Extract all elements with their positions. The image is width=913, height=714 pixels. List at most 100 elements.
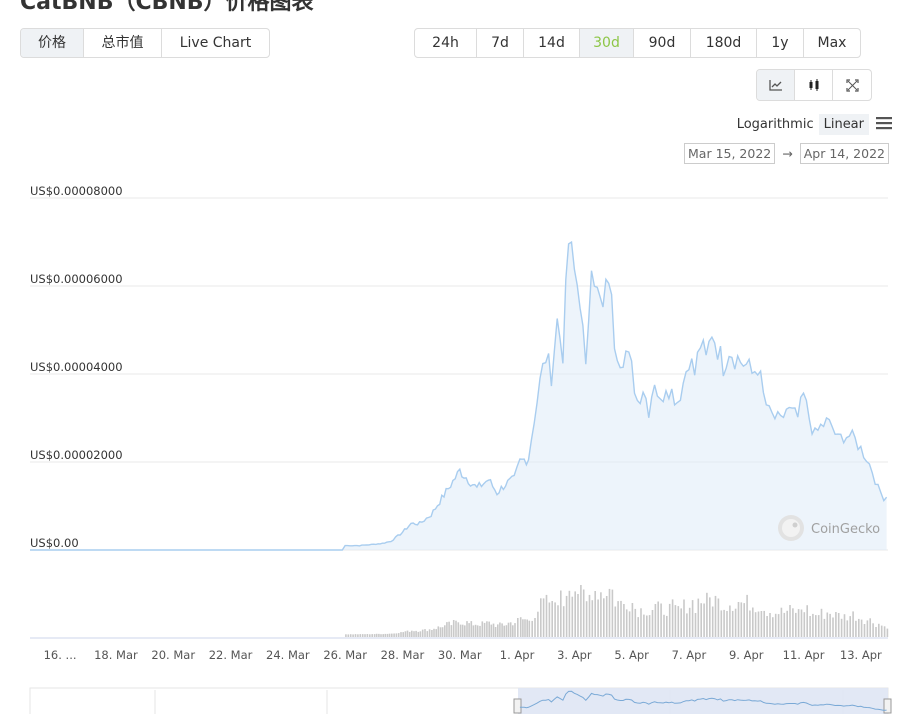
volume-bar [411, 630, 413, 637]
scale-linear[interactable]: Linear [818, 114, 869, 135]
volume-bar [623, 604, 625, 637]
volume-bar [774, 613, 777, 637]
candlestick-icon[interactable] [795, 70, 833, 100]
volume-bar [875, 627, 877, 637]
volume-bar [514, 623, 516, 637]
volume-bar [497, 624, 499, 637]
volume-bar [503, 625, 505, 637]
range-180d[interactable]: 180d [691, 29, 757, 57]
volume-bar [531, 620, 533, 637]
volume-bar [490, 624, 493, 637]
volume-bar [617, 601, 619, 637]
volume-bar [406, 630, 409, 637]
volume-bar [415, 630, 417, 637]
navigator[interactable] [29, 687, 892, 714]
volume-bar [757, 611, 760, 637]
volume-bar [605, 596, 608, 637]
scale-logarithmic[interactable]: Logarithmic [736, 117, 814, 132]
y-tick-label: US$0.00004000 [30, 360, 123, 374]
price-line [30, 240, 888, 551]
volume-bar [364, 634, 366, 637]
volume-bar [843, 614, 846, 637]
date-to-input[interactable]: Apr 14, 2022 [799, 143, 889, 164]
menu-icon[interactable] [875, 116, 893, 134]
volume-bar [571, 596, 574, 637]
volume-bar [832, 617, 834, 637]
volume-bar [439, 627, 442, 637]
x-tick-label: 7. Apr [672, 648, 707, 662]
volume-bar [594, 591, 596, 637]
volume-bar [797, 609, 800, 637]
tab-price[interactable]: 价格 [21, 29, 84, 57]
volume-bar [866, 620, 869, 637]
range-14d[interactable]: 14d [524, 29, 580, 57]
volume-bar [505, 625, 508, 637]
volume-bar [560, 590, 562, 637]
range-30d[interactable]: 30d [580, 29, 634, 57]
date-from-input[interactable]: Mar 15, 2022 [684, 143, 776, 164]
volume-bar [817, 615, 820, 637]
volume-bar [729, 605, 731, 637]
range-90d[interactable]: 90d [634, 29, 691, 57]
navigator-handle-left[interactable] [513, 698, 522, 714]
volume-bar [450, 625, 453, 637]
volume-bar [789, 605, 791, 637]
fullscreen-icon[interactable] [833, 70, 871, 100]
volume-bar [717, 598, 720, 637]
volume-bar [703, 603, 705, 637]
volume-bar [507, 622, 510, 637]
volume-bar [408, 631, 411, 637]
volume-bar [378, 633, 380, 637]
line-chart-icon[interactable] [757, 70, 795, 100]
volume-bar [668, 603, 671, 637]
volume-bar [780, 607, 783, 637]
volume-bar [852, 611, 854, 637]
volume-bar [608, 588, 611, 637]
volume-bar [391, 633, 393, 637]
volume-bar [352, 634, 354, 637]
volume-bar [359, 634, 362, 637]
x-tick-label: 22. Mar [209, 648, 253, 662]
tab-market-cap[interactable]: 总市值 [84, 29, 162, 57]
volume-bar [413, 631, 415, 637]
volume-bar [749, 610, 751, 637]
volume-bar [582, 589, 585, 637]
navigator-handle-right[interactable] [883, 698, 892, 714]
navigator-selection [518, 688, 888, 714]
volume-bar [483, 622, 486, 637]
y-tick-label: US$0.00006000 [30, 272, 123, 286]
volume-bar [657, 601, 659, 637]
watermark-text: CoinGecko [811, 522, 880, 537]
volume-bar [752, 607, 754, 637]
volume-bar [426, 631, 429, 637]
volume-bar [860, 619, 863, 637]
range-max[interactable]: Max [817, 35, 847, 51]
range-1y[interactable]: 1y [757, 29, 804, 57]
tab-live-chart[interactable]: Live Chart [179, 35, 252, 51]
volume-bar [666, 615, 668, 637]
volume-bar [580, 585, 582, 637]
volume-bar [740, 602, 743, 637]
volume-bar [437, 626, 440, 637]
volume-bar [526, 619, 528, 637]
range-group: 24h 7d 14d 30d 90d 180d 1y Max [414, 28, 861, 58]
volume-bar [577, 594, 579, 637]
volume-bar [492, 623, 495, 637]
volume-bar [494, 627, 497, 637]
x-tick-label: 13. Apr [840, 648, 882, 662]
x-tick-label: 5. Apr [614, 648, 649, 662]
volume-bar [849, 616, 851, 637]
range-7d[interactable]: 7d [477, 29, 524, 57]
x-tick-label: 9. Apr [729, 648, 764, 662]
volume-bar [737, 602, 740, 637]
volume-bar [858, 618, 860, 637]
volume-bar [837, 613, 840, 637]
volume-bar [654, 604, 657, 637]
range-24h[interactable]: 24h [415, 29, 477, 57]
volume-bar [628, 611, 631, 637]
volume-bar [691, 600, 694, 637]
volume-bar [585, 601, 588, 637]
volume-bar [459, 624, 462, 637]
volume-bar [448, 621, 450, 637]
